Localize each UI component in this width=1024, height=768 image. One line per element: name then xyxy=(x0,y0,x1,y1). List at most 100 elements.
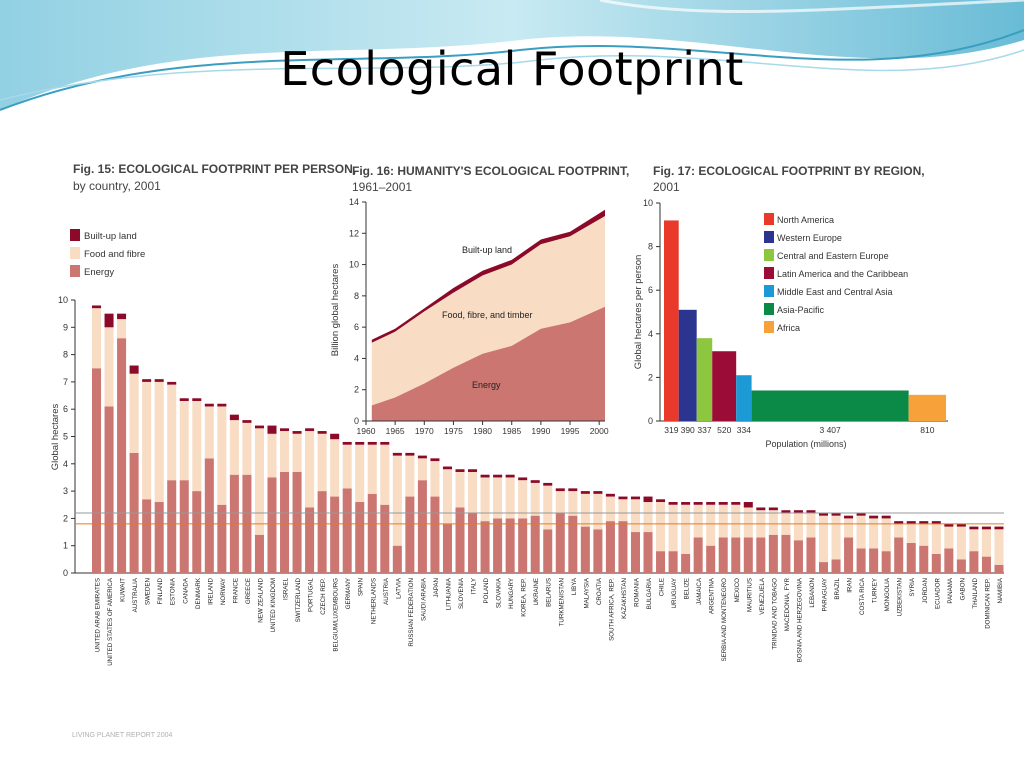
fig15-y-tick-label: 10 xyxy=(58,295,68,305)
fig15-bar-energy xyxy=(969,551,979,573)
fig16-series-label: Food, fibre, and timber xyxy=(442,310,533,320)
fig17-legend-swatch xyxy=(764,303,774,315)
fig15-bar-built-up xyxy=(681,502,691,505)
fig15-category-label: BULGARIA xyxy=(646,577,653,609)
fig15-bar-food-fibre xyxy=(317,433,327,492)
fig15-bar-energy xyxy=(493,518,503,573)
fig15-legend-label: Built-up land xyxy=(84,231,137,242)
fig15-bar-food-fibre xyxy=(743,507,753,538)
fig15-category-label: RUSSIAN FEDERATION xyxy=(408,578,415,647)
fig15-bar-built-up xyxy=(179,398,189,402)
fig16-title: Fig. 16: HUMANITY'S ECOLOGICAL FOOTPRINT… xyxy=(352,164,629,178)
fig15-bar-energy xyxy=(768,534,778,573)
fig15-bar-energy xyxy=(743,537,753,573)
fig15-bar-energy xyxy=(380,504,390,573)
fig15-bar-energy xyxy=(944,548,954,573)
fig16-y-tick-label: 4 xyxy=(354,353,359,363)
fig15-bar-food-fibre xyxy=(455,471,465,508)
fig17-bar xyxy=(678,309,697,421)
fig15-legend-swatch xyxy=(70,229,80,241)
fig15-bar-food-fibre xyxy=(254,428,264,535)
fig15-bar-built-up xyxy=(856,512,866,516)
fig15-bar-energy xyxy=(267,477,277,573)
fig15-bar-food-fibre xyxy=(142,381,152,500)
fig15-bar-energy xyxy=(430,496,440,573)
fig17-legend-swatch xyxy=(764,231,774,243)
fig15-category-label: ARGENTINA xyxy=(709,577,716,614)
fig15-bar-food-fibre xyxy=(242,422,252,475)
fig15-bar-energy xyxy=(869,548,879,573)
fig15-bar-energy xyxy=(718,537,728,573)
fig15-bar-built-up xyxy=(568,488,578,492)
fig15-category-label: GREECE xyxy=(245,578,252,604)
fig15-category-label: BELIZE xyxy=(684,578,691,599)
fig15-bar-built-up xyxy=(417,455,427,459)
fig15-category-label: JAMAICA xyxy=(696,577,703,605)
fig15-bar-energy xyxy=(317,491,327,573)
fig15-category-label: POLAND xyxy=(483,577,490,603)
fig15-bar-built-up xyxy=(92,305,102,309)
fig15-category-label: CHILE xyxy=(659,578,666,596)
fig17-width-label: 337 xyxy=(697,425,711,435)
fig15-bar-food-fibre xyxy=(543,485,553,530)
fig15-bar-energy xyxy=(392,545,402,573)
fig15-category-label: BELARUS xyxy=(546,578,553,607)
fig15-bar-built-up xyxy=(818,512,829,516)
fig15-bar-built-up xyxy=(430,458,440,462)
fig15-bar-food-fibre xyxy=(656,502,666,552)
fig15-bar-built-up xyxy=(906,521,916,524)
fig15-bar-food-fibre xyxy=(493,477,503,519)
fig15-y-axis-label: Global hectares xyxy=(50,403,61,470)
fig15-bar-built-up xyxy=(718,502,728,505)
fig16-subtitle: 1961–2001 xyxy=(352,180,412,194)
fig15-bar-food-fibre xyxy=(856,515,866,549)
fig15-bar-built-up xyxy=(706,502,716,505)
fig15-bar-built-up xyxy=(192,398,202,402)
fig15-legend-label: Energy xyxy=(84,267,114,278)
fig15-bar-food-fibre xyxy=(117,319,127,339)
fig15-category-label: NEW ZEALAND xyxy=(257,577,264,622)
fig16-series-label: Built-up land xyxy=(462,245,512,255)
fig15-category-label: ROMANIA xyxy=(633,577,640,607)
fig15-bar-food-fibre xyxy=(104,327,114,407)
fig15-bar-food-fibre xyxy=(355,444,365,503)
fig15-bar-food-fibre xyxy=(793,512,803,541)
fig16-x-tick-label: 1960 xyxy=(357,426,376,436)
fig15-bar-energy xyxy=(656,551,666,573)
fig15-bar-energy xyxy=(217,504,227,573)
fig15-bar-energy xyxy=(831,559,841,573)
fig15-category-label: LEBANON xyxy=(809,578,816,608)
fig15-bar-built-up xyxy=(167,381,177,385)
fig15-bar-built-up xyxy=(480,474,490,478)
fig15-y-tick-label: 1 xyxy=(63,541,68,551)
fig15-bar-food-fibre xyxy=(167,384,177,481)
fig15-bar-energy xyxy=(844,537,854,573)
fig15-bar-built-up xyxy=(555,488,565,492)
fig15-category-label: CANADA xyxy=(182,577,189,604)
fig17-legend-swatch xyxy=(764,285,774,297)
fig15-bar-food-fibre xyxy=(280,431,290,472)
fig15-category-label: KOREA, REP. xyxy=(521,578,528,617)
fig16-area-food-fibre xyxy=(371,216,605,406)
fig15-bar-food-fibre xyxy=(580,493,590,527)
fig16-x-tick-label: 1965 xyxy=(386,426,405,436)
fig15-bar-built-up xyxy=(367,441,377,445)
fig15-bar-built-up xyxy=(104,313,114,328)
fig15-category-label: LITHUANIA xyxy=(445,577,452,610)
fig15-legend-swatch xyxy=(70,265,80,277)
fig15-legend-label: Food and fibre xyxy=(84,249,145,260)
fig15-bar-energy xyxy=(919,545,929,573)
fig15-bar-food-fibre xyxy=(380,444,390,505)
fig15-bar-energy xyxy=(555,512,565,573)
fig15-bar-energy xyxy=(204,458,214,573)
fig15-category-label: UNITED ARAB EMIRATES xyxy=(95,578,102,652)
fig15-bar-food-fibre xyxy=(818,515,829,563)
fig15-bar-food-fibre xyxy=(668,504,678,552)
fig15-bar-energy xyxy=(92,368,102,573)
fig15-category-label: NAMIBIA xyxy=(997,577,1004,603)
fig17-legend-label: Central and Eastern Europe xyxy=(777,251,889,261)
fig15-category-label: CROATIA xyxy=(596,577,603,605)
fig15-bar-energy xyxy=(806,537,816,573)
fig15-bar-energy xyxy=(593,529,603,573)
